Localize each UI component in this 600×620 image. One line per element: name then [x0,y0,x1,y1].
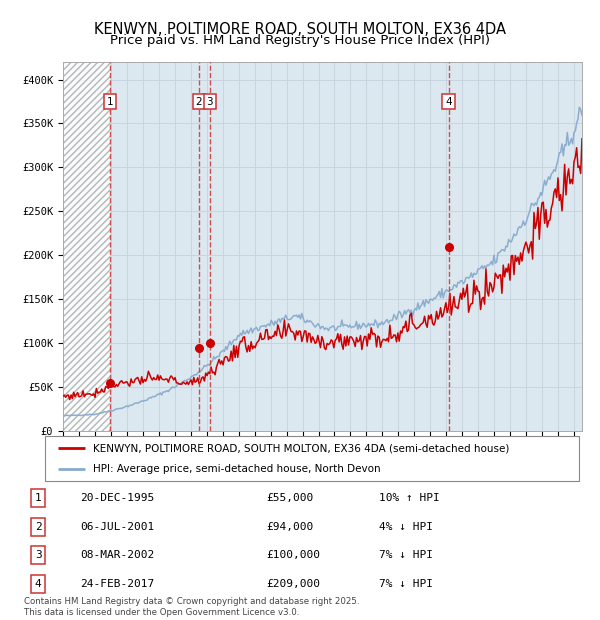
Text: 7% ↓ HPI: 7% ↓ HPI [379,579,433,589]
Text: 2: 2 [35,521,41,531]
Text: £209,000: £209,000 [266,579,320,589]
Text: 24-FEB-2017: 24-FEB-2017 [80,579,155,589]
Text: 2: 2 [196,97,202,107]
Text: £55,000: £55,000 [266,493,314,503]
Text: 20-DEC-1995: 20-DEC-1995 [80,493,155,503]
Text: Contains HM Land Registry data © Crown copyright and database right 2025.
This d: Contains HM Land Registry data © Crown c… [24,598,359,617]
Text: 4: 4 [35,579,41,589]
Text: Price paid vs. HM Land Registry's House Price Index (HPI): Price paid vs. HM Land Registry's House … [110,34,490,47]
Text: 08-MAR-2002: 08-MAR-2002 [80,551,155,560]
Text: KENWYN, POLTIMORE ROAD, SOUTH MOLTON, EX36 4DA: KENWYN, POLTIMORE ROAD, SOUTH MOLTON, EX… [94,22,506,37]
FancyBboxPatch shape [45,436,579,480]
Text: £100,000: £100,000 [266,551,320,560]
Text: 06-JUL-2001: 06-JUL-2001 [80,521,155,531]
Text: 3: 3 [35,551,41,560]
Text: 10% ↑ HPI: 10% ↑ HPI [379,493,440,503]
Text: HPI: Average price, semi-detached house, North Devon: HPI: Average price, semi-detached house,… [93,464,380,474]
Text: 4: 4 [445,97,452,107]
Text: 3: 3 [206,97,213,107]
Text: 4% ↓ HPI: 4% ↓ HPI [379,521,433,531]
Text: 7% ↓ HPI: 7% ↓ HPI [379,551,433,560]
Bar [63,62,110,431]
Text: 1: 1 [35,493,41,503]
Text: KENWYN, POLTIMORE ROAD, SOUTH MOLTON, EX36 4DA (semi-detached house): KENWYN, POLTIMORE ROAD, SOUTH MOLTON, EX… [93,443,509,453]
Text: £94,000: £94,000 [266,521,314,531]
Text: 1: 1 [107,97,113,107]
